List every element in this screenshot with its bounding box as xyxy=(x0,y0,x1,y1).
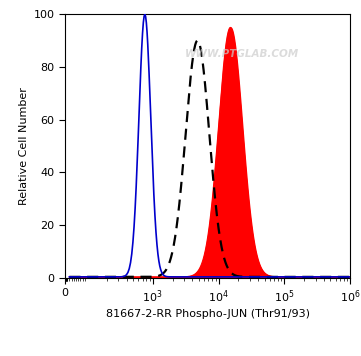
Title: 81667-2-RR Phospho-JUN (Thr91/93): 81667-2-RR Phospho-JUN (Thr91/93) xyxy=(105,309,310,319)
Y-axis label: Relative Cell Number: Relative Cell Number xyxy=(19,87,29,205)
Text: WWW.PTGLAB.COM: WWW.PTGLAB.COM xyxy=(185,49,299,59)
